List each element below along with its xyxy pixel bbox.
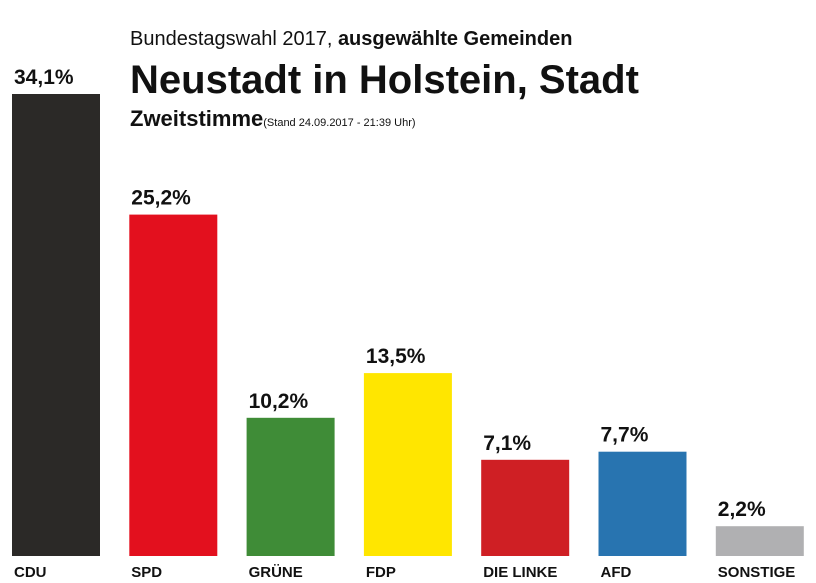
value-label-die-linke: 7,1% — [483, 432, 531, 455]
value-label-sonstige: 2,2% — [718, 498, 766, 521]
value-label-gruene: 10,2% — [249, 390, 309, 413]
category-labels-group: CDU SPD GRÜNE FDP DIE LINKE AFD SONSTIGE — [14, 564, 795, 581]
bar-gruene — [246, 417, 335, 556]
category-label-spd: SPD — [131, 564, 162, 581]
value-labels-group: 34,1% 25,2% 10,2% 13,5% 7,1% 7,7% 2,2% — [14, 66, 766, 521]
bars-group — [12, 94, 804, 556]
bar-cdu — [12, 94, 100, 556]
bar-sonstige — [715, 526, 804, 556]
category-label-afd: AFD — [601, 564, 632, 581]
category-label-fdp: FDP — [366, 564, 396, 581]
election-name: Bundestagswahl 2017, — [130, 28, 338, 50]
value-label-cdu: 34,1% — [14, 66, 74, 89]
value-label-spd: 25,2% — [131, 187, 191, 210]
category-label-sonstige: SONSTIGE — [718, 564, 796, 581]
timestamp-note: (Stand 24.09.2017 - 21:39 Uhr) — [263, 117, 416, 129]
bar-fdp — [363, 373, 452, 556]
chart-title: Neustadt in Holstein, Stadt — [130, 58, 639, 102]
category-label-gruene: GRÜNE — [249, 564, 303, 581]
value-label-fdp: 13,5% — [366, 345, 426, 368]
bar-spd — [129, 214, 218, 556]
bar-afd — [598, 451, 687, 556]
subtitle-line: Zweitstimme(Stand 24.09.2017 - 21:39 Uhr… — [130, 106, 639, 132]
category-label-cdu: CDU — [14, 564, 47, 581]
bar-die-linke — [481, 459, 570, 556]
value-label-afd: 7,7% — [601, 424, 649, 447]
chart-subtitle: Zweitstimme — [130, 106, 264, 131]
election-heading: Bundestagswahl 2017, ausgewählte Gemeind… — [130, 26, 639, 52]
category-label-die-linke: DIE LINKE — [483, 564, 557, 581]
chart-header: Bundestagswahl 2017, ausgewählte Gemeind… — [130, 26, 639, 132]
election-scope: ausgewählte Gemeinden — [337, 28, 573, 50]
